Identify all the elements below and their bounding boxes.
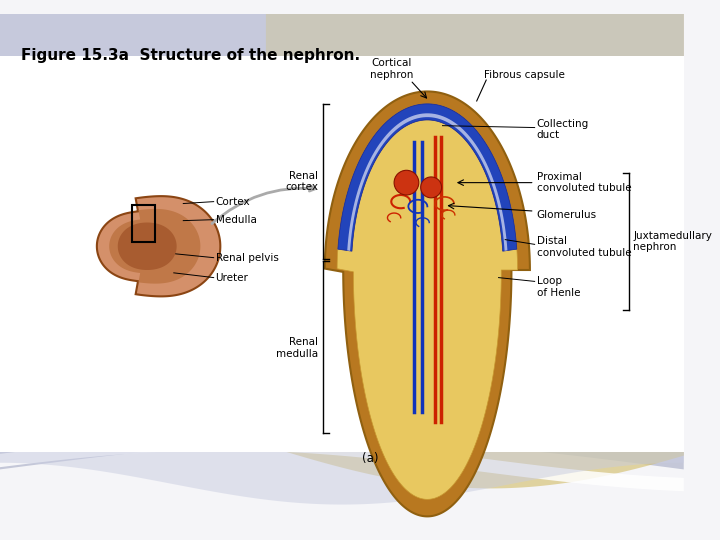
Text: Cortex: Cortex: [215, 197, 250, 207]
Text: Loop
of Henle: Loop of Henle: [536, 276, 580, 298]
Circle shape: [420, 177, 441, 198]
Circle shape: [394, 170, 419, 195]
Text: Medulla: Medulla: [215, 215, 256, 225]
Text: Cortical
nephron: Cortical nephron: [369, 58, 413, 80]
Text: Proximal
convoluted tubule: Proximal convoluted tubule: [536, 172, 631, 193]
Text: Renal pelvis: Renal pelvis: [215, 253, 279, 262]
Polygon shape: [0, 14, 684, 504]
Polygon shape: [0, 56, 684, 453]
Polygon shape: [337, 104, 518, 500]
Text: Juxtamedullary
nephron: Juxtamedullary nephron: [634, 231, 712, 252]
Text: Renal
cortex: Renal cortex: [285, 171, 318, 192]
Text: Fibrous capsule: Fibrous capsule: [485, 70, 565, 80]
Text: Collecting
duct: Collecting duct: [536, 119, 589, 140]
Text: (a): (a): [362, 451, 379, 464]
Bar: [132, 205, 155, 241]
Text: Ureter: Ureter: [215, 273, 248, 282]
Polygon shape: [97, 196, 220, 296]
Polygon shape: [325, 91, 530, 516]
Polygon shape: [338, 104, 517, 251]
Text: Glomerulus: Glomerulus: [536, 210, 597, 220]
Text: Renal
medulla: Renal medulla: [276, 337, 318, 359]
Polygon shape: [266, 14, 684, 488]
Polygon shape: [109, 209, 200, 284]
Polygon shape: [118, 222, 176, 270]
Polygon shape: [0, 437, 684, 491]
Polygon shape: [347, 113, 508, 251]
Text: Figure 15.3a  Structure of the nephron.: Figure 15.3a Structure of the nephron.: [21, 48, 360, 63]
Text: Distal
convoluted tubule: Distal convoluted tubule: [536, 237, 631, 258]
Polygon shape: [0, 14, 684, 469]
